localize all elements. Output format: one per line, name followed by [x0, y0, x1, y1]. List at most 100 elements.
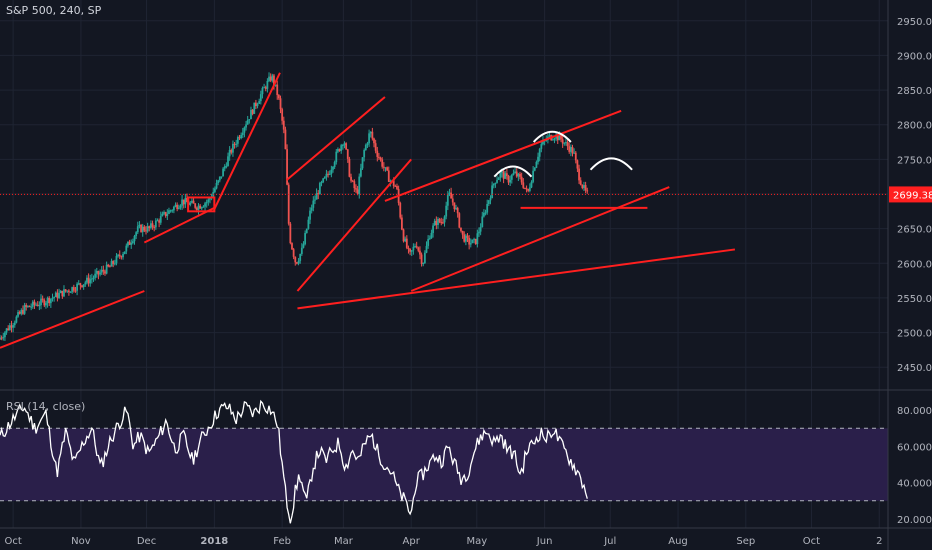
- candle-body: [199, 205, 202, 209]
- candle-body: [353, 181, 356, 189]
- candle-body: [120, 256, 123, 258]
- candle-body: [259, 94, 262, 102]
- time-tick-label: Dec: [137, 536, 156, 547]
- trendline: [297, 248, 736, 310]
- candle-body: [145, 230, 147, 232]
- rsi-tick-label: 40.0000: [897, 479, 932, 490]
- candle-body: [86, 277, 88, 283]
- candle-body: [474, 238, 477, 245]
- price-tick-label: 2650.00: [897, 225, 932, 236]
- candle-body: [67, 290, 70, 292]
- candle-body: [571, 147, 574, 154]
- candle-body: [464, 235, 467, 242]
- candle-body: [281, 109, 284, 121]
- candle-body: [286, 149, 288, 185]
- candle-body: [358, 176, 361, 194]
- candle-body: [328, 173, 331, 175]
- candle-body: [458, 213, 461, 228]
- price-tick-label: 2550.00: [897, 294, 932, 305]
- candle-body: [369, 131, 372, 134]
- candle-body: [427, 239, 430, 246]
- candle-body: [325, 173, 328, 177]
- candle-body: [386, 167, 389, 171]
- candle-body: [79, 283, 82, 286]
- candle-body: [12, 325, 15, 328]
- candle-body: [246, 120, 249, 125]
- candle-body: [87, 277, 90, 284]
- candle-body: [522, 182, 525, 188]
- candle-body: [17, 312, 19, 317]
- candle-body: [8, 325, 11, 331]
- candle-body: [5, 328, 8, 333]
- candle-body: [258, 101, 261, 104]
- candle-body: [374, 143, 377, 151]
- candle-body: [36, 304, 39, 306]
- candle-body: [7, 328, 10, 331]
- candle-body: [476, 233, 479, 245]
- candle-body: [276, 84, 279, 96]
- candle-body: [156, 220, 159, 222]
- candle-body: [492, 183, 495, 186]
- candle-body: [184, 198, 187, 205]
- candle-body: [417, 247, 420, 251]
- candle-body: [496, 179, 498, 183]
- candle-body: [294, 256, 297, 263]
- candle-body: [150, 223, 152, 228]
- candle-body: [337, 149, 339, 152]
- candle-body: [107, 264, 110, 267]
- candle-body: [207, 199, 210, 203]
- candle-body: [486, 203, 489, 213]
- price-tick-label: 2950.00: [897, 17, 932, 28]
- candle-body: [232, 143, 234, 153]
- candle-body: [69, 291, 72, 293]
- candle-body: [95, 270, 98, 274]
- candle-body: [433, 220, 436, 226]
- candle-body: [74, 290, 77, 292]
- rsi-label: RSI (14, close): [6, 400, 86, 413]
- candle-body: [266, 80, 269, 89]
- candle-body: [30, 306, 33, 308]
- candle-body: [15, 316, 18, 323]
- candle-body: [263, 87, 266, 89]
- candle-body: [484, 212, 487, 214]
- candle-body: [38, 305, 41, 307]
- consolidation-box: [187, 196, 216, 213]
- candle-body: [255, 102, 257, 107]
- candle-body: [520, 176, 523, 183]
- candle-body: [72, 287, 75, 291]
- candle-body: [499, 172, 502, 178]
- candle-body: [143, 226, 146, 231]
- candle-body: [551, 139, 554, 141]
- candle-body: [510, 175, 513, 180]
- candle-body: [89, 279, 92, 284]
- candle-body: [215, 183, 218, 189]
- candle-body: [248, 119, 251, 121]
- candle-body: [171, 210, 174, 212]
- candle-body: [64, 289, 67, 292]
- candle-body: [451, 198, 454, 203]
- candle-body: [48, 297, 51, 304]
- candle-body: [299, 253, 302, 261]
- candle-body: [279, 98, 282, 110]
- candle-body: [453, 202, 456, 210]
- candle-body: [277, 95, 280, 99]
- candle-body: [133, 235, 136, 242]
- candle-body: [479, 227, 482, 232]
- time-tick-label: Aug: [668, 536, 688, 547]
- candle-body: [127, 241, 129, 246]
- candle-body: [435, 220, 438, 226]
- candle-body: [169, 210, 172, 212]
- candle-body: [49, 298, 52, 304]
- candle-body: [332, 166, 334, 170]
- candle-body: [253, 102, 256, 114]
- candle-body: [379, 157, 382, 160]
- candle-body: [177, 207, 180, 209]
- candle-body: [399, 202, 402, 218]
- candle-body: [2, 337, 5, 339]
- candle-body: [528, 187, 531, 191]
- candle-body: [213, 188, 216, 192]
- candle-body: [238, 137, 241, 139]
- candle-body: [430, 232, 433, 239]
- candle-body: [163, 212, 165, 214]
